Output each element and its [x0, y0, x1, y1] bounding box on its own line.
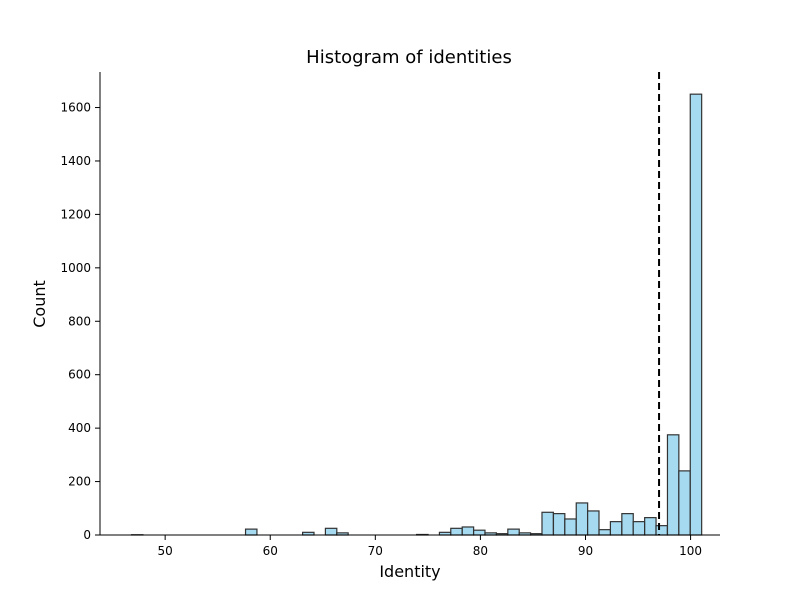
histogram-bars — [130, 93, 703, 536]
x-tick-label: 70 — [368, 544, 383, 558]
histogram-bar-16 — [552, 513, 566, 536]
histogram-bar-9 — [472, 529, 486, 536]
histogram-bar-12 — [507, 528, 520, 536]
x-tick-label: 50 — [158, 544, 173, 558]
histogram-bar-24 — [644, 517, 657, 536]
histogram-bar-28 — [689, 93, 703, 536]
histogram-bar-18 — [575, 502, 589, 536]
histogram-bar-1 — [244, 528, 258, 536]
y-tick-label: 1400 — [60, 154, 91, 168]
chart-title: Histogram of identities — [306, 47, 512, 68]
histogram-bar-22 — [621, 513, 634, 536]
histogram-bar-7 — [450, 527, 463, 536]
x-tick-label: 60 — [263, 544, 278, 558]
histogram-bar-25 — [655, 525, 668, 536]
histogram-bar-26 — [666, 434, 680, 536]
y-tick-label: 0 — [83, 528, 91, 542]
y-axis-label: Count — [30, 280, 49, 328]
y-tick-label: 600 — [68, 368, 91, 382]
histogram-bar-27 — [678, 470, 691, 536]
histogram-bar-20 — [598, 529, 612, 536]
y-tick-label: 1600 — [60, 101, 91, 115]
y-tick-label: 800 — [68, 314, 91, 328]
histogram-bar-21 — [609, 521, 623, 536]
histogram-bar-23 — [632, 521, 646, 536]
y-tick-label: 400 — [68, 421, 91, 435]
histogram-bar-19 — [586, 510, 600, 536]
y-tick-label: 200 — [68, 475, 91, 489]
histogram-bar-17 — [564, 518, 577, 536]
y-tick-label: 1000 — [60, 261, 91, 275]
histogram-bar-15 — [541, 511, 554, 536]
histogram-bar-3 — [324, 527, 338, 536]
x-axis-label: Identity — [379, 562, 440, 581]
x-tick-label: 90 — [578, 544, 593, 558]
x-tick-label: 80 — [473, 544, 488, 558]
histogram-bar-8 — [461, 526, 475, 536]
y-tick-label: 1200 — [60, 207, 91, 221]
x-axis-ticks: 50 60 70 80 90 100 — [158, 535, 702, 558]
y-axis-ticks: 0 200 400 600 800 1000 1200 1400 1600 — [60, 101, 100, 542]
x-tick-label: 100 — [679, 544, 702, 558]
